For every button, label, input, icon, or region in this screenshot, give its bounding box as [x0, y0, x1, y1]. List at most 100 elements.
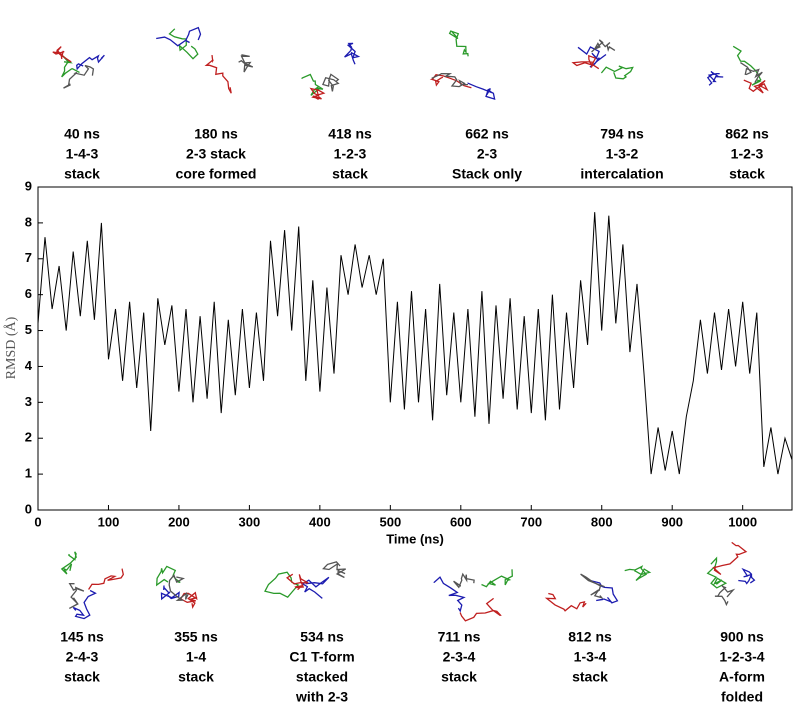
molecule-sketch	[577, 46, 607, 68]
molecule-sketch	[453, 572, 475, 589]
snapshot-label: 812 ns	[568, 629, 612, 645]
molecule-sketch	[63, 64, 95, 89]
snapshot-label: 862 ns	[725, 126, 769, 142]
molecule-sketch	[714, 584, 736, 607]
molecule-sketch	[301, 576, 330, 599]
molecule-sketch	[322, 561, 347, 579]
x-tick-label: 0	[34, 514, 41, 529]
y-tick-label: 7	[25, 250, 32, 265]
snapshot-label: Stack only	[452, 166, 522, 182]
y-tick-label: 9	[25, 178, 32, 193]
snapshot-label: 355 ns	[174, 629, 218, 645]
molecule-sketch	[706, 70, 724, 86]
snapshot-label: stacked	[296, 669, 348, 685]
molecule-sketch	[156, 26, 202, 47]
molecule-sketch	[60, 551, 77, 575]
molecule-sketch	[591, 39, 616, 53]
x-tick-label: 1000	[728, 514, 757, 529]
y-tick-label: 8	[25, 214, 32, 229]
snapshot-label: A-form	[719, 669, 765, 685]
x-tick-label: 500	[379, 514, 401, 529]
y-tick-label: 2	[25, 430, 32, 445]
molecule-sketch	[88, 568, 124, 590]
molecule-sketch	[448, 30, 469, 57]
x-tick-label: 900	[661, 514, 683, 529]
molecule-sketch	[179, 591, 198, 610]
snapshot-label: 418 ns	[328, 126, 372, 142]
molecule-sketch	[344, 42, 361, 65]
molecule-sketch	[264, 571, 300, 599]
molecule-sketch	[72, 589, 97, 620]
snapshot-label: 2-3 stack	[186, 146, 246, 162]
molecule-sketch	[481, 569, 513, 588]
molecule-sketch	[238, 54, 254, 73]
x-axis-label: Time (ns)	[386, 531, 444, 546]
snapshot-label: 145 ns	[60, 629, 104, 645]
snapshot-label: 1-4	[186, 649, 206, 665]
y-tick-label: 3	[25, 394, 32, 409]
snapshot-label: stack	[64, 166, 100, 182]
snapshot-label: with 2-3	[295, 689, 348, 705]
snapshot-label: stack	[178, 669, 214, 685]
snapshot-label: stack	[64, 669, 100, 685]
snapshot-label: 1-2-3	[334, 146, 367, 162]
molecule-sketch	[76, 54, 105, 71]
molecule-sketch	[433, 576, 466, 613]
y-tick-label: 5	[25, 322, 32, 337]
y-axis-label: RMSD (Å)	[3, 316, 19, 379]
molecule-sketch	[160, 585, 180, 601]
x-tick-label: 300	[239, 514, 261, 529]
snapshot-label: 534 ns	[300, 629, 344, 645]
snapshot-label: 900 ns	[720, 629, 764, 645]
molecule-sketch	[600, 65, 634, 80]
molecule-sketch	[168, 574, 189, 601]
y-tick-label: 6	[25, 286, 32, 301]
x-tick-label: 200	[168, 514, 190, 529]
molecule-sketch	[68, 583, 85, 609]
molecule-sketch	[301, 73, 324, 96]
snapshot-label: 2-4-3	[66, 649, 99, 665]
molecule-sketch	[743, 79, 769, 94]
snapshot-label: 2-3-4	[443, 649, 476, 665]
snapshot-label: 1-4-3	[66, 146, 99, 162]
snapshot-label: 1-2-3-4	[719, 649, 764, 665]
snapshot-label: 2-3	[477, 146, 497, 162]
molecule-sketch	[544, 592, 587, 612]
molecule-sketch	[459, 597, 502, 622]
molecule-sketch	[286, 573, 309, 591]
snapshot-label: stack	[572, 669, 608, 685]
snapshot-label: stack	[729, 166, 765, 182]
snapshot-label: core formed	[176, 166, 257, 182]
snapshot-label: stack	[441, 669, 477, 685]
molecule-sketch	[168, 28, 199, 60]
molecule-sketch	[624, 565, 652, 582]
molecule-sketch	[431, 72, 468, 88]
molecule-sketch	[571, 54, 600, 70]
snapshot-label: 1-2-3	[731, 146, 764, 162]
snapshot-label: 40 ns	[64, 126, 100, 142]
molecule-sketch	[580, 573, 605, 600]
snapshot-label: 1-3-4	[574, 649, 607, 665]
snapshot-label: 662 ns	[465, 126, 509, 142]
snapshot-label: 180 ns	[194, 126, 238, 142]
snapshot-label: C1 T-form	[289, 649, 354, 665]
y-tick-label: 0	[25, 501, 32, 516]
molecule-sketch	[738, 567, 756, 585]
snapshot-label: intercalation	[580, 166, 663, 182]
snapshot-label: 1-3-2	[606, 146, 639, 162]
plot-frame	[37, 186, 793, 511]
molecule-sketch	[706, 556, 728, 589]
molecule-sketch	[740, 62, 763, 84]
snapshot-label: 711 ns	[438, 629, 481, 645]
rmsd-line	[37, 212, 793, 475]
molecule-sketch	[590, 580, 619, 604]
snapshot-label: 794 ns	[600, 126, 644, 142]
molecule-sketch	[309, 87, 326, 100]
x-tick-label: 700	[520, 514, 542, 529]
snapshot-label: stack	[332, 166, 368, 182]
x-tick-label: 600	[450, 514, 472, 529]
snapshot-label: folded	[721, 689, 763, 705]
x-tick-label: 100	[98, 514, 120, 529]
molecule-sketch	[52, 46, 72, 63]
